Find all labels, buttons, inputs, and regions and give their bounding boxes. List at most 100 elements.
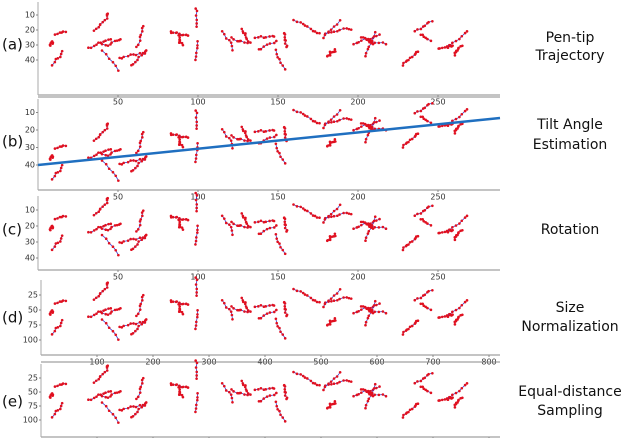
pen-point bbox=[249, 310, 252, 313]
pen-point bbox=[377, 226, 381, 229]
y-tick-label: 10 bbox=[25, 11, 35, 20]
pen-point bbox=[453, 51, 457, 55]
pen-point bbox=[336, 214, 339, 218]
pen-point bbox=[95, 43, 98, 46]
pen-point bbox=[239, 39, 243, 43]
pen-point bbox=[311, 381, 315, 385]
pen-point bbox=[377, 393, 381, 397]
pen-point bbox=[342, 117, 345, 120]
x-tick-label: 50 bbox=[113, 98, 123, 107]
pen-point bbox=[53, 60, 57, 64]
pen-point bbox=[134, 322, 138, 326]
pen-point bbox=[373, 299, 377, 303]
pen-point bbox=[114, 248, 118, 252]
pen-point bbox=[230, 220, 233, 224]
pen-point bbox=[103, 370, 107, 374]
pen-point bbox=[174, 300, 178, 304]
pen-point bbox=[443, 398, 447, 401]
pen-point bbox=[332, 115, 336, 118]
pen-point bbox=[416, 380, 419, 383]
pen-point bbox=[311, 29, 315, 33]
pen-point bbox=[249, 225, 252, 229]
y-tick-label: 30 bbox=[25, 41, 35, 50]
pen-point bbox=[107, 57, 111, 61]
pen-point bbox=[408, 325, 412, 329]
pen-point bbox=[220, 381, 224, 385]
pen-point bbox=[404, 60, 408, 63]
pen-point bbox=[349, 212, 353, 216]
pen-point bbox=[54, 242, 58, 245]
pen-point bbox=[135, 230, 138, 233]
pen-point bbox=[318, 383, 321, 387]
pen-point bbox=[178, 134, 181, 138]
pen-point bbox=[427, 102, 430, 106]
pen-point bbox=[196, 313, 199, 316]
pen-point bbox=[241, 216, 245, 219]
pen-point bbox=[283, 222, 287, 226]
pen-point bbox=[285, 44, 289, 48]
pen-point bbox=[141, 299, 144, 302]
pen-point bbox=[105, 286, 109, 289]
pen-point bbox=[109, 390, 113, 393]
pen-point bbox=[338, 213, 341, 216]
pen-point bbox=[271, 219, 274, 222]
pen-point bbox=[138, 403, 142, 407]
pen-point bbox=[448, 396, 452, 399]
pen-point bbox=[194, 283, 198, 286]
pen-point bbox=[135, 45, 138, 49]
pen-point bbox=[113, 308, 117, 312]
pen-point bbox=[259, 386, 263, 390]
pen-point bbox=[276, 408, 279, 411]
pen-point bbox=[463, 31, 467, 35]
pen-point bbox=[437, 399, 440, 402]
pen-point bbox=[106, 196, 110, 200]
pen-point bbox=[87, 315, 90, 318]
pen-point bbox=[195, 287, 199, 291]
pen-point bbox=[423, 293, 427, 297]
pen-point bbox=[64, 382, 68, 386]
pen-point bbox=[137, 240, 140, 243]
pen-point bbox=[303, 376, 307, 379]
pen-point bbox=[366, 316, 370, 320]
pen-point bbox=[89, 230, 93, 234]
pen-point bbox=[132, 322, 135, 325]
pen-point bbox=[453, 54, 457, 57]
pen-point bbox=[367, 45, 371, 49]
pen-point bbox=[102, 224, 105, 228]
pen-point bbox=[323, 302, 327, 306]
pen-point bbox=[451, 226, 454, 229]
pen-point bbox=[265, 395, 269, 398]
pen-point bbox=[195, 361, 199, 365]
pen-point bbox=[295, 20, 299, 24]
pen-point bbox=[171, 300, 175, 303]
pen-point bbox=[102, 40, 105, 43]
pen-point bbox=[375, 386, 378, 390]
pen-point bbox=[364, 403, 368, 407]
pen-point bbox=[240, 379, 244, 383]
pen-point bbox=[140, 132, 144, 136]
pen-point bbox=[129, 159, 132, 162]
pen-point bbox=[195, 294, 198, 297]
pen-point bbox=[89, 315, 93, 319]
pen-point bbox=[364, 239, 367, 242]
pen-point bbox=[92, 213, 96, 217]
pen-point bbox=[111, 329, 115, 333]
pen-point bbox=[194, 239, 198, 243]
pen-point bbox=[178, 217, 181, 220]
pen-point bbox=[232, 307, 235, 310]
pen-point bbox=[323, 123, 327, 127]
pen-point bbox=[416, 212, 419, 216]
pen-point bbox=[228, 223, 231, 226]
pen-point bbox=[106, 313, 110, 316]
pen-point bbox=[241, 300, 245, 304]
pen-point bbox=[194, 7, 197, 10]
pen-point bbox=[453, 323, 457, 326]
pen-point bbox=[245, 222, 249, 225]
pen-point bbox=[364, 323, 367, 327]
pen-point bbox=[338, 288, 342, 291]
pen-point bbox=[115, 308, 119, 311]
pen-point bbox=[360, 125, 363, 128]
pen-point bbox=[136, 243, 139, 246]
pen-point bbox=[419, 109, 423, 113]
y-tick-label: 20 bbox=[25, 126, 35, 135]
